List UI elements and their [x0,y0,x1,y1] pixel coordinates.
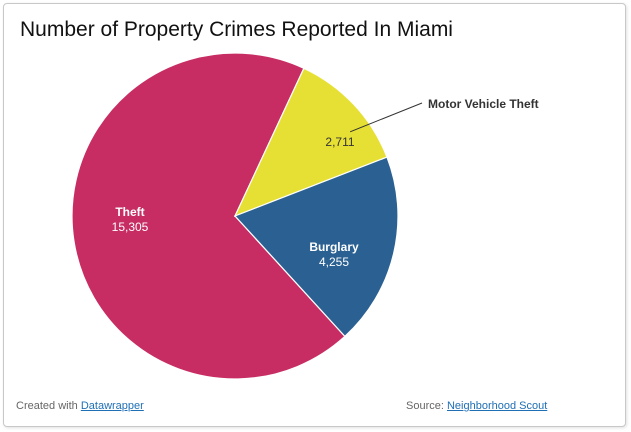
theft-label: Theft [115,205,144,219]
footer-source-prefix: Source: [406,400,444,412]
motor-vehicle-theft-label: Motor Vehicle Theft [428,97,539,111]
footer-source: Source: Neighborhood Scout [406,400,547,412]
theft-value: 15,305 [112,220,149,234]
chart-title: Number of Property Crimes Reported In Mi… [20,18,453,41]
pie-slice-motor-vehicle-theft [233,67,388,218]
motor-vehicle-theft-value: 2,711 [325,135,354,149]
pie-slice-burglary [233,156,399,338]
burglary-label: Burglary [309,240,359,254]
motor-vehicle-leader-line [349,102,423,133]
neighborhood-scout-link[interactable]: Neighborhood Scout [446,400,548,412]
burglary-value: 4,255 [319,255,349,269]
datawrapper-link[interactable]: Datawrapper [80,400,144,412]
footer-created-prefix: Created with [16,400,78,412]
pie-slice-theft [71,52,346,380]
footer-credit: Created with Datawrapper [16,400,144,412]
